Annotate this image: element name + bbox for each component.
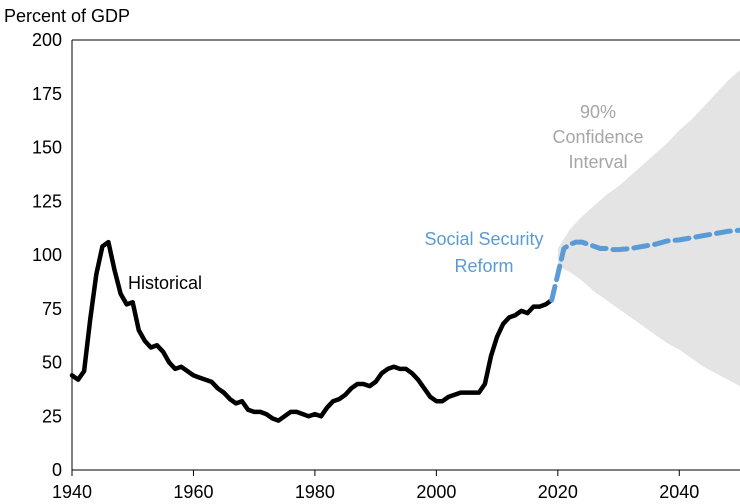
y-tick-label: 0: [52, 460, 62, 480]
confidence-interval-label: 90% Confidence Interval: [552, 102, 643, 172]
y-tick-label: 175: [32, 84, 62, 104]
reform-series-line: [549, 227, 740, 303]
ci-label-line2: Confidence: [552, 127, 643, 147]
x-tick-label: 1980: [295, 482, 335, 502]
y-tick-label: 100: [32, 245, 62, 265]
reform-label-line2: Reform: [454, 256, 513, 276]
reform-label-line1: Social Security: [424, 229, 543, 249]
y-tick-label: 25: [42, 406, 62, 426]
x-tick-label: 1960: [173, 482, 213, 502]
ci-label-line1: 90%: [580, 102, 616, 122]
confidence-band: [557, 70, 740, 387]
series-group: [69, 227, 740, 423]
y-tick-label: 50: [42, 353, 62, 373]
y-tick-label: 150: [32, 138, 62, 158]
y-tick-label: 200: [32, 30, 62, 50]
x-tick-label: 2020: [538, 482, 578, 502]
y-tick-labels: 0 25 50 75 100 125 150 175 200: [32, 30, 62, 480]
historical-label: Historical: [128, 273, 202, 293]
y-tick-label: 75: [42, 299, 62, 319]
historical-series-line: [69, 239, 554, 423]
x-tick-label: 2040: [659, 482, 699, 502]
x-tick-label: 1940: [52, 482, 92, 502]
y-tick-label: 125: [32, 191, 62, 211]
x-tick-label: 2000: [416, 482, 456, 502]
x-tick-labels: 1940 1960 1980 2000 2020 2040: [52, 482, 699, 502]
reform-label: Social Security Reform: [424, 229, 543, 276]
y-axis-label: Percent of GDP: [4, 6, 130, 26]
ci-label-line3: Interval: [568, 152, 627, 172]
x-tick-marks: [71, 470, 680, 476]
